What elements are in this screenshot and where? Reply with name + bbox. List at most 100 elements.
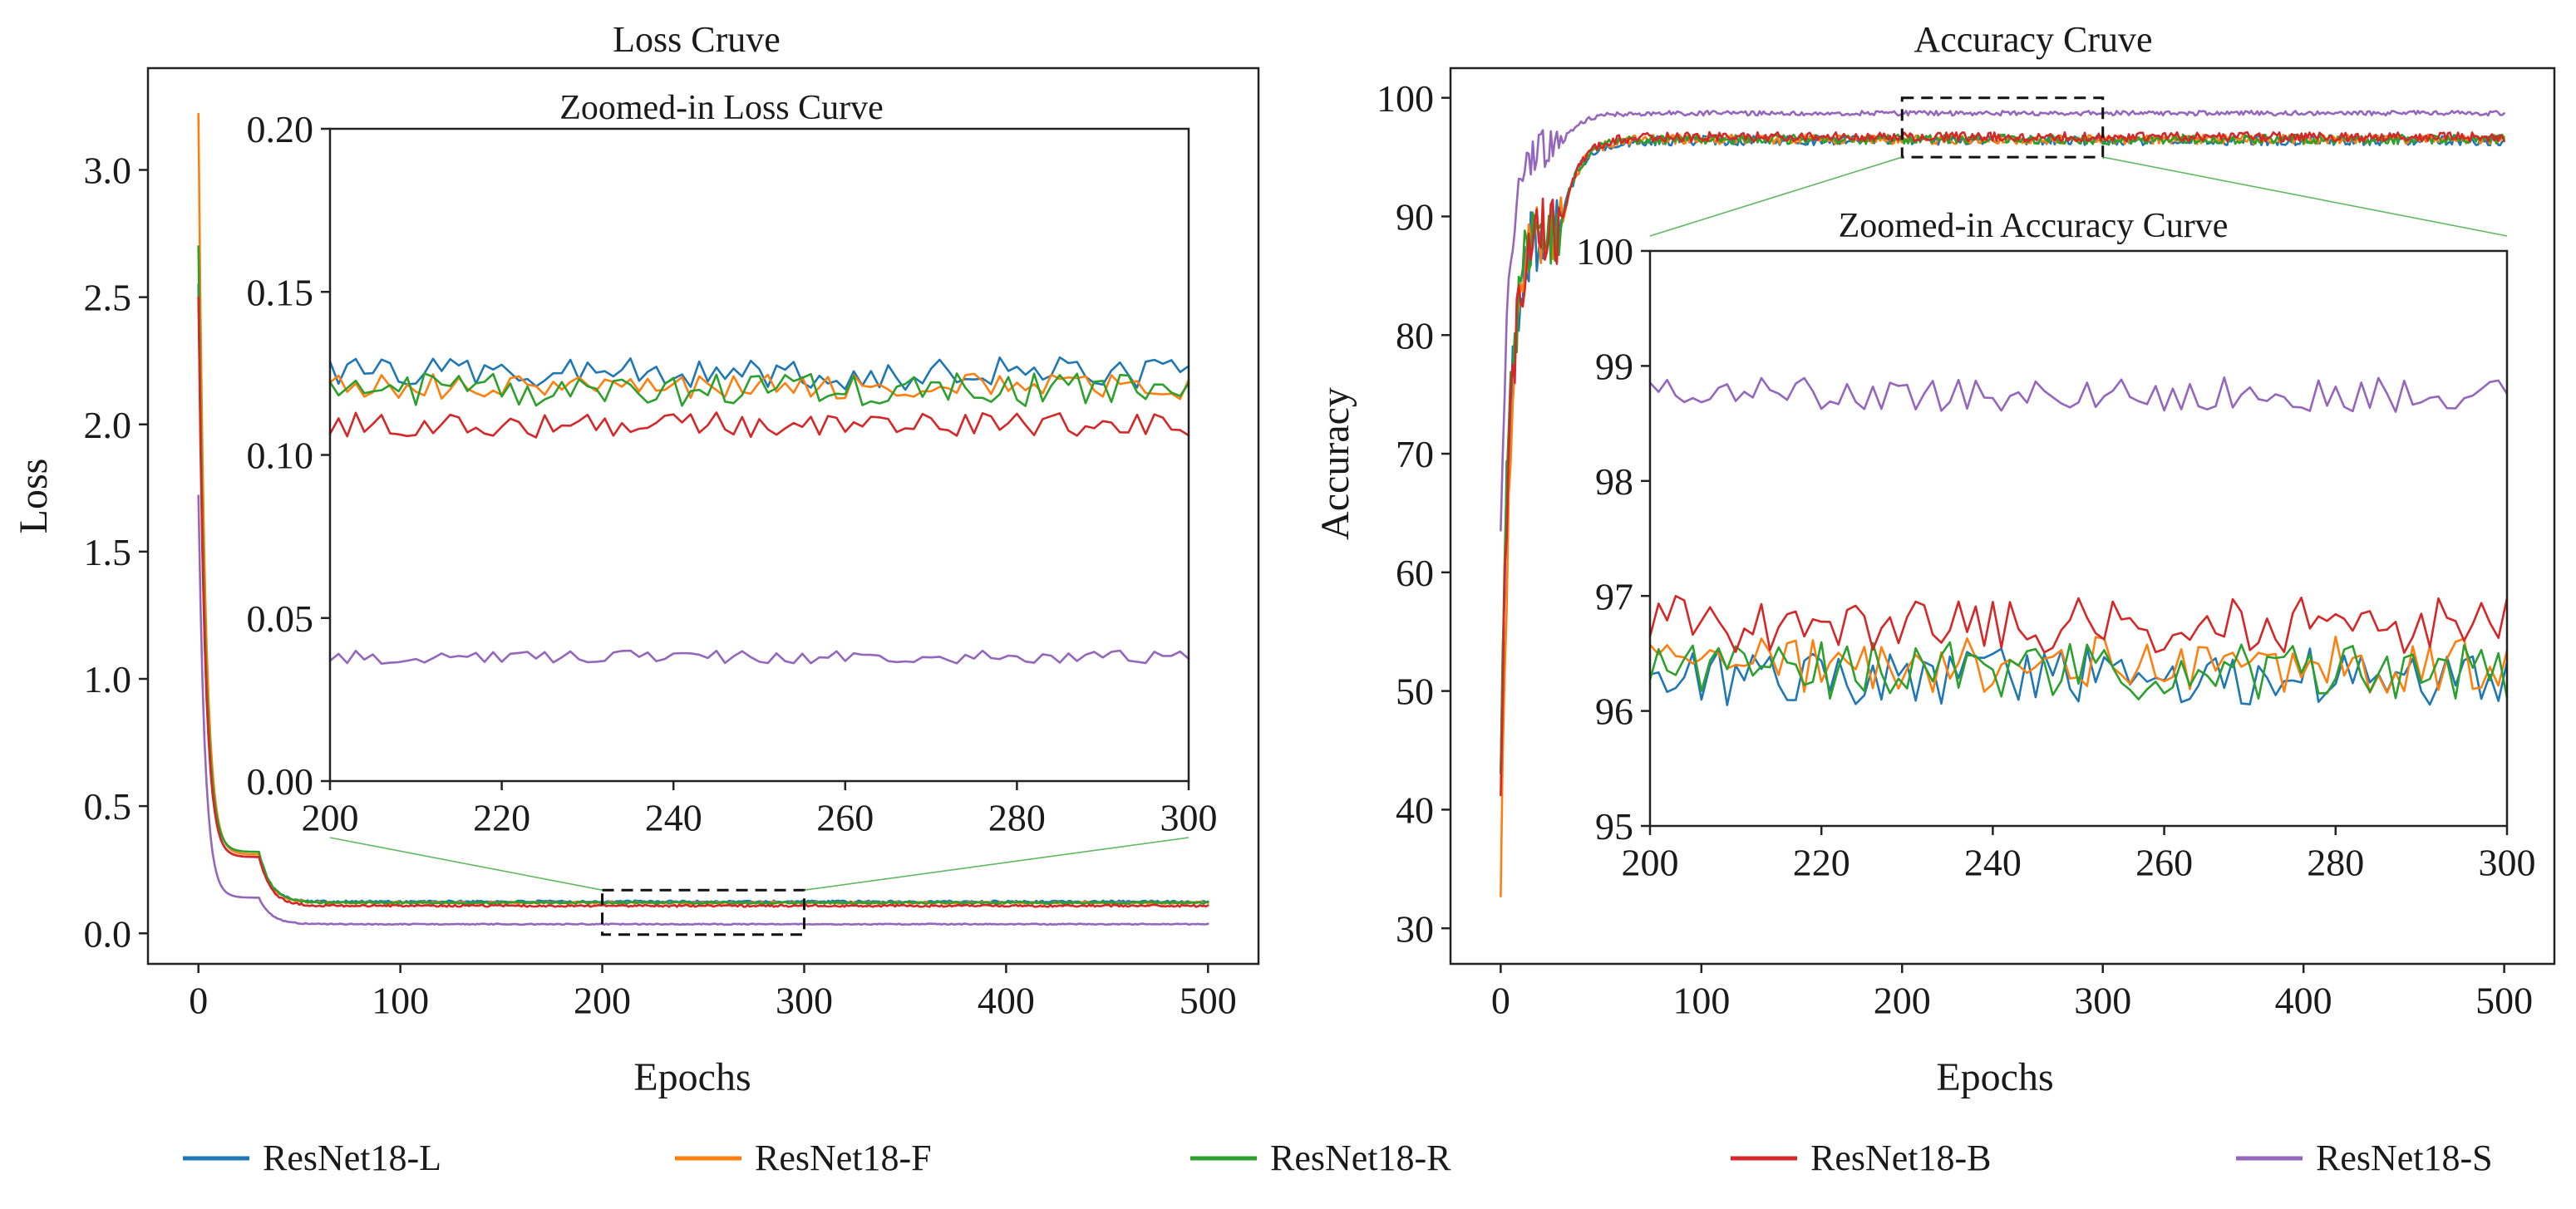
acc-ytick-label: 90	[1396, 196, 1434, 238]
acc-inset-line-resnet18-r	[1648, 641, 2509, 700]
loss-zoom-box	[601, 888, 805, 936]
loss-zoom-connector-left	[329, 837, 603, 891]
accuracy-xlabel: Epochs	[1936, 1055, 2053, 1099]
loss-inset-frame	[328, 127, 1190, 783]
acc-xtick-label: 0	[1491, 979, 1510, 1021]
loss-xtick-label: 300	[776, 979, 833, 1021]
loss-zoom-connector-right	[804, 837, 1189, 891]
acc-inset-xtick-label: 220	[1793, 841, 1850, 883]
loss-ytick-label: 0.0	[84, 912, 132, 955]
acc-ytick-label: 30	[1396, 907, 1434, 950]
loss-ytick-label: 3.0	[84, 150, 132, 192]
loss-xtick-label: 200	[574, 979, 631, 1021]
loss-xtick-label: 400	[978, 979, 1035, 1021]
loss-inset-ytick-label: 0.20	[247, 108, 314, 150]
acc-inset-ytick-label: 98	[1595, 460, 1633, 503]
acc-line-resnet18-f	[1500, 133, 2505, 897]
accuracy-zoom-connector-right	[2102, 156, 2508, 237]
accuracy-zoom-box	[1900, 96, 2105, 159]
accuracy-zoom-connector-left	[1649, 156, 1903, 237]
accuracy-plot-frame	[1449, 66, 2556, 966]
loss-inset-line-resnet18-l	[328, 356, 1190, 391]
acc-inset-ytick-label: 99	[1595, 346, 1633, 388]
acc-inset-xtick-label: 280	[2307, 841, 2364, 883]
accuracy-inset-axis-ticks: 200 220 240 260 280 300 95 96 97 98 99 100	[1576, 230, 2536, 883]
accuracy-ylabel: Accuracy	[1313, 387, 1357, 540]
loss-ytick-label: 0.5	[84, 785, 132, 828]
acc-inset-ytick-label: 100	[1576, 230, 1633, 273]
loss-title: Loss Cruve	[613, 19, 781, 60]
loss-inset-xtick-label: 280	[988, 796, 1046, 838]
acc-xtick-label: 500	[2475, 979, 2533, 1021]
loss-xtick-label: 100	[372, 979, 429, 1021]
acc-xtick-label: 300	[2074, 979, 2131, 1021]
legend-label-resnet18-b: ResNet18-B	[1810, 1138, 1992, 1178]
accuracy-inset-title: Zoomed-in Accuracy Curve	[1839, 207, 2229, 245]
acc-line-resnet18-b	[1500, 130, 2505, 797]
loss-inset-chart: Zoomed-in Loss Curve 200 220 240 260 280 300 0…	[247, 89, 1218, 891]
loss-line-resnet18-b	[197, 296, 1209, 908]
legend-label-resnet18-f: ResNet18-F	[755, 1138, 932, 1178]
loss-inset-title: Zoomed-in Loss Curve	[559, 89, 884, 127]
loss-inset-line-resnet18-s	[328, 649, 1190, 665]
loss-ytick-label: 1.0	[84, 658, 132, 700]
loss-inset-ytick-label: 0.00	[247, 760, 314, 803]
loss-inset-line-resnet18-r	[328, 372, 1190, 407]
acc-inset-xtick-label: 240	[1964, 841, 2022, 883]
legend-label-resnet18-l: ResNet18-L	[263, 1138, 441, 1178]
acc-ytick-label: 100	[1377, 77, 1434, 120]
accuracy-inset-series-group	[1648, 376, 2509, 706]
legend-label-resnet18-s: ResNet18-S	[2316, 1138, 2493, 1178]
loss-ytick-label: 1.5	[84, 531, 132, 573]
accuracy-series-group	[1500, 110, 2505, 897]
acc-inset-line-resnet18-s	[1648, 376, 2509, 413]
loss-ytick-label: 2.5	[84, 277, 132, 319]
loss-inset-ytick-label: 0.05	[247, 597, 314, 640]
accuracy-inset-chart: Zoomed-in Accuracy Curve 200 220 240 260 280…	[1576, 156, 2536, 883]
acc-inset-ytick-label: 96	[1595, 691, 1633, 733]
loss-inset-axis-ticks: 200 220 240 260 280 300 0.00 0.05 0.10 0.15 0.20	[247, 108, 1218, 838]
legend-label-resnet18-r: ResNet18-R	[1270, 1138, 1451, 1178]
loss-line-resnet18-s	[197, 494, 1209, 926]
loss-xtick-label: 500	[1180, 979, 1237, 1021]
acc-inset-ytick-label: 97	[1595, 575, 1633, 617]
loss-inset-series-group	[328, 356, 1190, 665]
loss-inset-line-resnet18-b	[328, 411, 1190, 439]
acc-ytick-label: 70	[1396, 433, 1434, 475]
acc-inset-xtick-label: 300	[2479, 841, 2536, 883]
loss-ytick-label: 2.0	[84, 404, 132, 446]
acc-inset-ytick-label: 95	[1595, 805, 1633, 848]
loss-plot-frame	[146, 66, 1260, 966]
loss-inset-ytick-label: 0.10	[247, 435, 314, 477]
acc-inset-xtick-label: 260	[2135, 841, 2193, 883]
loss-xlabel: Epochs	[633, 1055, 751, 1099]
accuracy-inset-background	[1650, 251, 2507, 826]
loss-inset-background	[330, 129, 1189, 781]
loss-xtick-label: 0	[189, 979, 208, 1021]
acc-inset-line-resnet18-f	[1648, 636, 2509, 694]
accuracy-title: Accuracy Cruve	[1914, 19, 2152, 60]
acc-ytick-label: 50	[1396, 671, 1434, 713]
acc-ytick-label: 80	[1396, 314, 1434, 356]
loss-inset-ytick-label: 0.15	[247, 271, 314, 313]
loss-axis-ticks: 0 100 200 300 400 500 0.0 0.5 1.0 1.5 2.0 2.5 3.0	[84, 150, 1237, 1022]
loss-chart: Loss Cruve Epochs Loss 0 100 200 300 400 5000…	[12, 19, 1260, 1099]
loss-inset-xtick-label: 300	[1160, 796, 1218, 838]
loss-ylabel: Loss	[12, 459, 56, 534]
loss-series-group	[197, 112, 1209, 926]
loss-inset-xtick-label: 200	[302, 796, 359, 838]
loss-inset-xtick-label: 240	[645, 796, 702, 838]
acc-xtick-label: 400	[2275, 979, 2332, 1021]
loss-inset-xtick-label: 260	[816, 796, 874, 838]
loss-inset-xtick-label: 220	[473, 796, 530, 838]
acc-inset-xtick-label: 200	[1622, 841, 1679, 883]
accuracy-inset-frame	[1648, 249, 2509, 828]
loss-inset-line-resnet18-f	[328, 372, 1190, 401]
loss-line-resnet18-r	[197, 245, 1209, 905]
acc-xtick-label: 100	[1672, 979, 1730, 1021]
accuracy-axis-ticks: 0 100 200 300 400 500 30 40 50 60 70 80 90 100	[1377, 77, 2533, 1022]
acc-ytick-label: 60	[1396, 552, 1434, 594]
acc-xtick-label: 200	[1874, 979, 1931, 1021]
acc-line-resnet18-s	[1500, 110, 2505, 532]
